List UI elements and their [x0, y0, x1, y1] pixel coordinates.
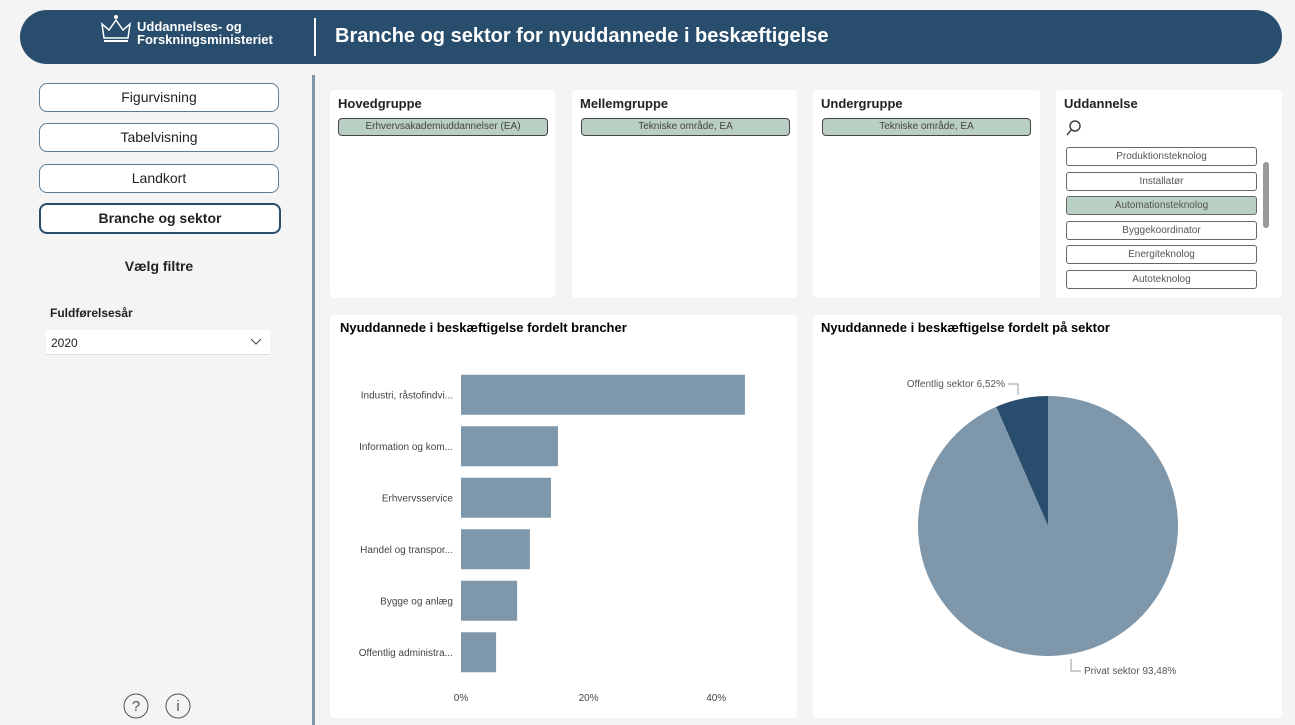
bar: [461, 580, 518, 621]
crown-logo: [100, 15, 132, 42]
bar-chart: Nyuddannede i beskæftigelse fordelt bran…: [340, 320, 745, 704]
slicer-card: Uddannelse: [1056, 90, 1282, 298]
slicer-pill[interactable]: Tekniske område, EA: [822, 118, 1031, 136]
y-tick-label: Industri, råstofindvi...: [361, 389, 453, 401]
slicer-pill[interactable]: Tekniske område, EA: [581, 118, 790, 136]
header-bar: [20, 10, 1282, 64]
bar: [461, 529, 530, 570]
scrollbar[interactable]: [1263, 162, 1269, 228]
logo-text: Uddannelses- og Forskningsministeriet: [137, 20, 273, 46]
bar: [461, 477, 551, 518]
logo-line: Uddannelses- og: [137, 19, 242, 34]
logo-line: Forskningsministeriet: [137, 32, 273, 47]
chart-title: Nyuddannede i beskæftigelse fordelt på s…: [821, 320, 1110, 335]
y-tick-label: Offentlig administra...: [359, 648, 453, 659]
slice-name: Offentlig sektor: [907, 379, 975, 390]
slicer-title: Uddannelse: [1064, 96, 1138, 111]
sidebar-separator: [312, 75, 315, 725]
slice-label: Privat sektor 93,48%: [1084, 666, 1176, 677]
bar: [461, 374, 745, 415]
search-icon[interactable]: [1066, 120, 1082, 136]
list-item[interactable]: Automationsteknolog: [1066, 196, 1257, 215]
y-tick-label: Information og kom...: [359, 442, 453, 453]
x-tick-label: 40%: [706, 693, 726, 704]
bar-card: Nyuddannede i beskæftigelse fordelt bran…: [330, 315, 797, 718]
x-tick-label: 0%: [454, 693, 469, 704]
slicer-card: Hovedgruppe Erhvervsakademiuddannelser (E…: [330, 90, 555, 298]
pie-slice: [918, 396, 1178, 656]
nav-button[interactable]: Branche og sektor: [39, 203, 281, 234]
svg-text:i: i: [176, 698, 179, 715]
pie-card: Nyuddannede i beskæftigelse fordelt på s…: [813, 315, 1282, 718]
list-item[interactable]: Produktionsteknolog: [1066, 147, 1257, 166]
bar: [461, 632, 497, 673]
chevron: [250, 338, 262, 345]
list-item[interactable]: Byggekoordinator: [1066, 220, 1257, 240]
slicer-title: Undergruppe: [821, 96, 903, 111]
slicer-title: Hovedgruppe: [338, 96, 422, 111]
y-tick-label: Bygge og anlæg: [380, 596, 453, 607]
leader-line: [1070, 659, 1081, 672]
slicer-card: Undergruppe Tekniske område, EA: [813, 90, 1040, 298]
filter-heading: Vælg filtre: [124, 258, 194, 274]
y-tick-label: Erhvervsservice: [382, 493, 454, 504]
slice-label: Offentlig sektor 6,52%: [907, 379, 1005, 390]
list-item[interactable]: Installatør: [1066, 171, 1257, 191]
slice-value: 6,52%: [977, 379, 1005, 390]
chart-title: Nyuddannede i beskæftigelse fordelt bran…: [340, 320, 627, 335]
pie-chart: Nyuddannede i beskæftigelse fordelt på s…: [821, 320, 1178, 677]
list-item[interactable]: Autoteknolog: [1066, 269, 1257, 289]
pie-slice: [996, 396, 1048, 526]
x-tick-label: 20%: [579, 693, 599, 704]
nav-button[interactable]: Landkort: [39, 164, 279, 193]
svg-text:?: ?: [132, 698, 140, 715]
slice-value: 93,48%: [1142, 666, 1176, 677]
bar: [461, 426, 558, 467]
slicer-title: Mellemgruppe: [580, 96, 669, 111]
page-title: Branche og sektor for nyuddannede i besk…: [335, 25, 829, 47]
dropdown-value: 2020: [51, 336, 78, 350]
year-dropdown[interactable]: 2020: [46, 330, 270, 355]
list-item[interactable]: Energiteknolog: [1066, 245, 1257, 264]
leader-line: [1008, 383, 1019, 395]
divider: [314, 18, 316, 56]
filter-label: Fuldførelsesår: [50, 306, 133, 320]
help-icons: ? i: [123, 693, 191, 719]
y-tick-label: Handel og transpor...: [360, 545, 453, 556]
nav-button[interactable]: Tabelvisning: [39, 123, 279, 152]
slicer-card: Mellemgruppe Tekniske område, EA: [572, 90, 797, 298]
slicer-pill[interactable]: Erhvervsakademiuddannelser (EA): [338, 118, 548, 136]
nav-button[interactable]: Figurvisning: [39, 83, 279, 112]
slice-name: Privat sektor: [1084, 666, 1140, 677]
